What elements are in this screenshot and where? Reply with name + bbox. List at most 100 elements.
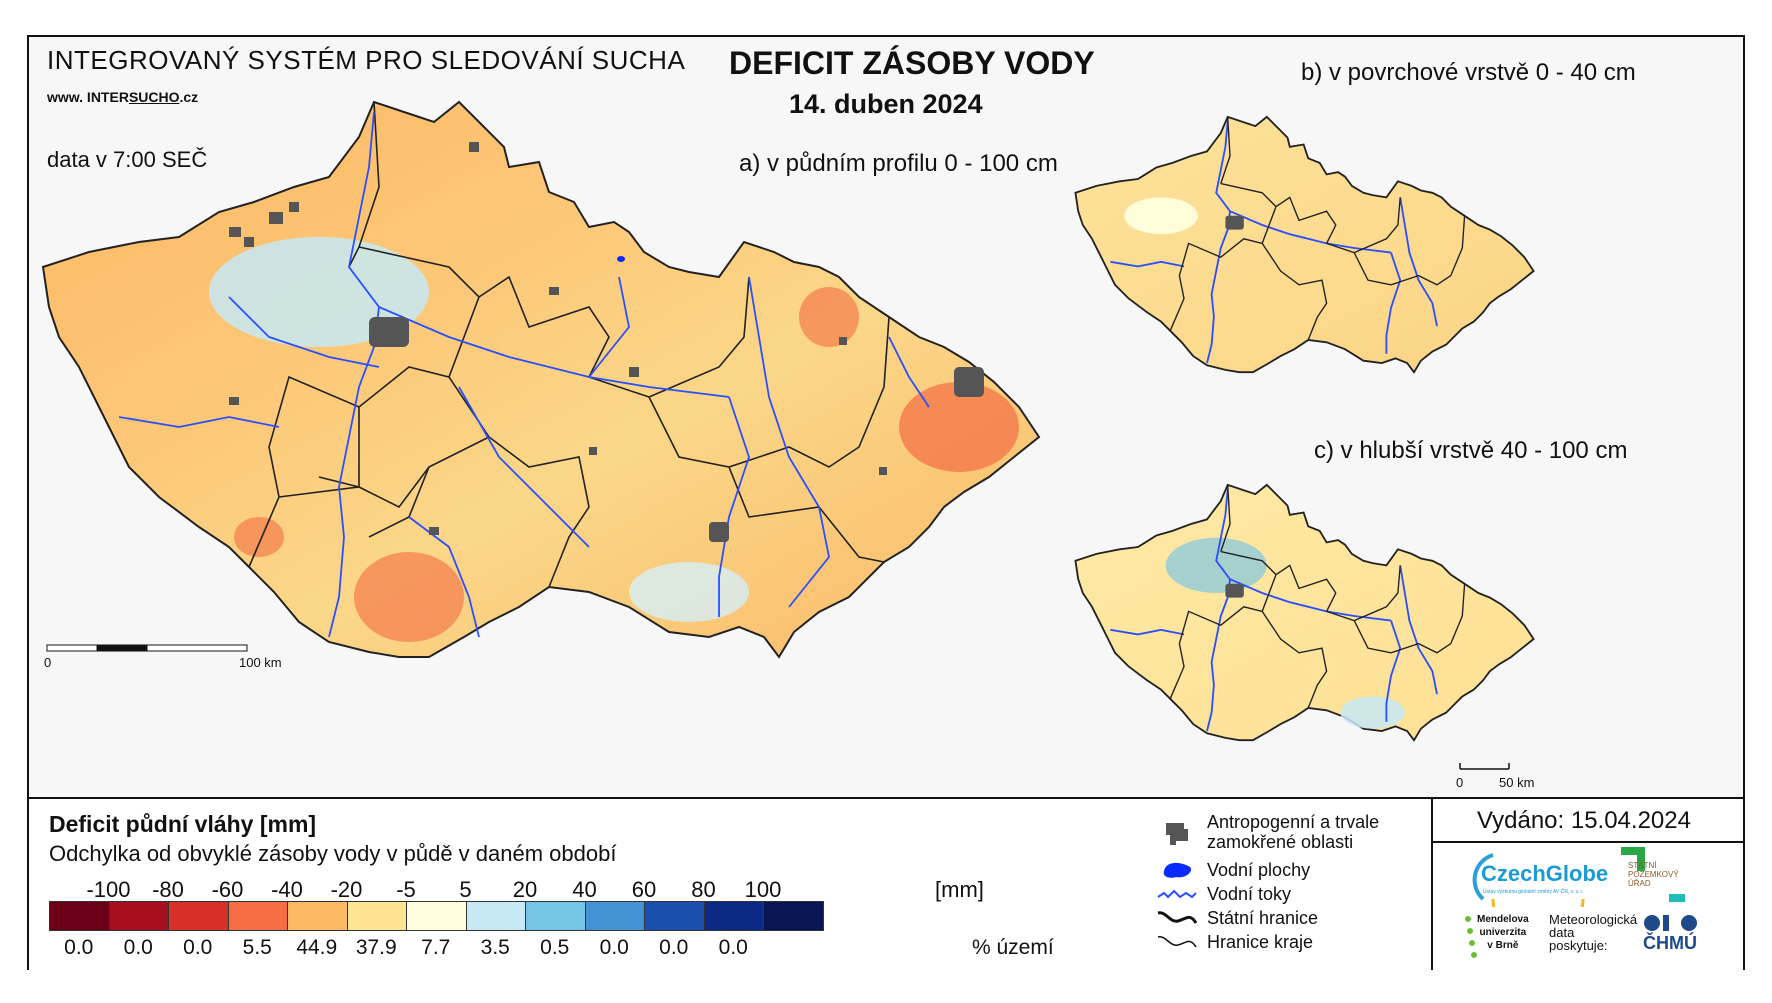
- map-b-label: b) v povrchové vrstvě 0 - 40 cm: [1301, 59, 1636, 86]
- legend-ramp-label: -80: [152, 877, 184, 902]
- rivers-a: [118, 111, 930, 638]
- legend-swatch: [227, 901, 288, 931]
- region-border-icon: [1157, 936, 1197, 948]
- main-title: DEFICIT ZÁSOBY VODY: [729, 45, 1095, 81]
- legend-ramp-label: -60: [211, 877, 244, 902]
- issued-date: Vydáno: 15.04.2024: [1477, 807, 1691, 834]
- legend-ramp-label: -40: [271, 877, 303, 902]
- dry-area-a-1: [899, 382, 1019, 472]
- cz-outline-a: [41, 100, 1041, 659]
- legend-title: Deficit půdní vláhy [mm]: [49, 811, 317, 837]
- mendel-dots-icon: [1465, 916, 1477, 958]
- legend-swatch: [406, 901, 467, 931]
- website-suffix: .cz: [179, 89, 199, 105]
- meteo-text: Meteorologická data poskytuje:: [1549, 913, 1637, 952]
- legend-ramp-label: 80: [691, 877, 716, 902]
- water-body-icon: [1163, 862, 1192, 878]
- state-border-label: Státní hranice: [1207, 908, 1319, 928]
- legend-swatch: [525, 901, 586, 931]
- spu-accent: [1669, 894, 1685, 902]
- legend-swatch: [763, 901, 824, 931]
- legend-swatch: [346, 901, 407, 931]
- dry-area-a-3: [799, 287, 859, 347]
- legend-pct-label: 5.5: [242, 936, 272, 959]
- wet-area-b: [1124, 197, 1198, 235]
- maps-svg: [41, 100, 1535, 770]
- legend-pct-label: 0.0: [64, 936, 94, 959]
- legend-ramp-label: 100: [744, 877, 782, 902]
- legend-pct-label: 0.0: [659, 936, 689, 959]
- ramp-unit: [mm]: [935, 877, 984, 902]
- scale-main-zero: 0: [44, 655, 52, 670]
- legend-ramp-label: -100: [86, 877, 131, 902]
- meteo-line-1: Meteorologická: [1549, 912, 1638, 927]
- legend-pct-label: 0.0: [599, 936, 629, 959]
- wet-area-c-2: [1340, 696, 1405, 729]
- legend-swatch: [108, 901, 169, 931]
- spu-line-2: POZEMKOVÝ: [1628, 870, 1679, 879]
- legend-pct-label: 44.9: [296, 936, 338, 959]
- anthropogenic-label: Antropogenní a trvale: [1207, 812, 1380, 832]
- state-border-icon: [1157, 911, 1198, 924]
- map-a-label: a) v půdním profilu 0 - 100 cm: [739, 150, 1058, 177]
- legend-pct-label: 0.0: [123, 936, 153, 959]
- legend-subtitle: Odchylka od obvyklé zásoby vody v půdě v…: [49, 841, 617, 866]
- map-area: INTEGROVANÝ SYSTÉM PRO SLEDOVÁNÍ SUCHA w…: [29, 37, 1743, 797]
- mendel-line-3: v Brně: [1487, 940, 1519, 951]
- map-frame: INTEGROVANÝ SYSTÉM PRO SLEDOVÁNÍ SUCHA w…: [27, 35, 1745, 970]
- rivers-b: [1110, 121, 1438, 364]
- region-borders-b: [1169, 116, 1466, 341]
- pct-unit: % území: [972, 936, 1054, 959]
- legend-pct-label: 3.5: [480, 936, 510, 959]
- mendel-line-2: univerzita: [1479, 927, 1527, 938]
- wet-area-c: [1165, 537, 1267, 593]
- region-border-label: Hranice kraje: [1207, 932, 1314, 952]
- website-prefix: www. INTER: [47, 89, 129, 105]
- rivers-c: [1110, 489, 1438, 732]
- mendel-line-1: Mendelova: [1477, 914, 1529, 925]
- chmu-icon: [1644, 915, 1697, 931]
- legend-pct-label: 0.0: [718, 936, 748, 959]
- legend-swatch: [287, 901, 348, 931]
- legend-ramp-label: 20: [512, 877, 538, 902]
- meteo-line-3: poskytuje:: [1549, 938, 1608, 953]
- legend-swatch: [703, 901, 764, 931]
- scale-bar-a: [46, 644, 248, 652]
- legend-swatch: [465, 901, 526, 931]
- wet-area-a-2: [629, 562, 749, 622]
- issuer-divider: [1433, 841, 1745, 843]
- legend-pct-label: 37.9: [355, 936, 397, 959]
- urban-icon: [1166, 823, 1188, 845]
- legend-swatch: [584, 901, 645, 931]
- system-title: INTEGROVANÝ SYSTÉM PRO SLEDOVÁNÍ SUCHA: [47, 45, 686, 75]
- spu-icon: [1621, 847, 1645, 871]
- map-c: [1074, 483, 1535, 742]
- legend-ramp-label: 5: [459, 877, 472, 902]
- meteo-line-2: data: [1549, 925, 1575, 940]
- water-label: Vodní plochy: [1207, 860, 1311, 880]
- anthropogenic-label-2: zamokřené oblasti: [1207, 832, 1354, 852]
- scale-small-max: 50 km: [1499, 775, 1535, 790]
- urban-c: [1225, 583, 1244, 598]
- region-borders-c: [1169, 484, 1466, 709]
- main-date: 14. duben 2024: [789, 89, 983, 119]
- map-a: [41, 100, 1041, 659]
- website-link[interactable]: www. INTERSUCHO.cz: [47, 89, 198, 105]
- scale-bar-small: [1459, 763, 1510, 770]
- legend-swatch: [644, 901, 705, 931]
- issuer-box: Vydáno: 15.04.2024 CzechGlobe Ústav výzk…: [1431, 799, 1745, 970]
- river-icon: [1157, 889, 1197, 899]
- legend-ramp-label: -20: [330, 877, 363, 902]
- map-b: [1074, 115, 1535, 374]
- legend-pct-label: 0.5: [540, 936, 570, 959]
- website-highlight: SUCHO: [128, 89, 180, 105]
- cz-outline-b: [1074, 115, 1535, 374]
- map-c-label: c) v hlubší vrstvě 40 - 100 cm: [1314, 437, 1628, 464]
- urban-b: [1225, 215, 1244, 230]
- czechglobe-text: CzechGlobe: [1481, 861, 1609, 886]
- legend-ramp-label: -5: [396, 877, 416, 902]
- legend-swatch: [49, 901, 110, 931]
- spu-line-1: STÁTNÍ: [1628, 861, 1657, 870]
- chmu-text: ČHMÚ: [1643, 933, 1697, 953]
- legend-pct-label: 0.0: [183, 936, 213, 959]
